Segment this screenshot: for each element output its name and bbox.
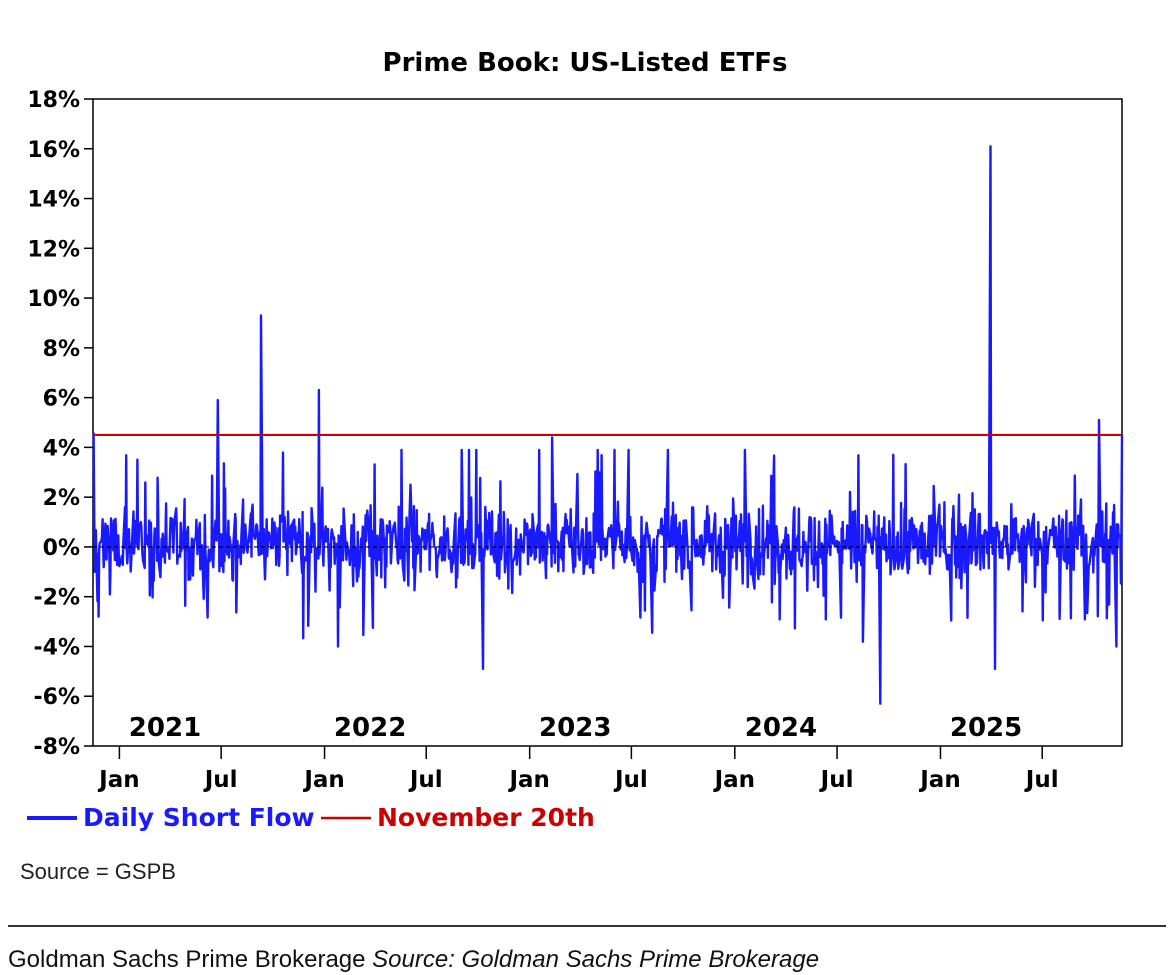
y-tick-label: -6%	[34, 685, 80, 710]
source-note: Source = GSPB	[20, 859, 176, 884]
y-tick-label: 8%	[43, 337, 80, 362]
x-tick-label: Jan	[713, 767, 755, 793]
daily-short-flow-series	[92, 145, 1124, 705]
y-tick-label: 14%	[27, 188, 80, 213]
y-tick-label: 16%	[27, 138, 80, 163]
chart-title: Prime Book: US-Listed ETFs	[383, 48, 788, 78]
caption: Goldman Sachs Prime Brokerage Source: Go…	[8, 946, 819, 974]
x-axis: Jan Jul Jan Jul Jan Jul Jan Jul Jan Jul	[97, 746, 1059, 793]
x-tick-label: Jul	[1024, 767, 1059, 793]
x-tick-label: Jan	[302, 767, 344, 793]
plot-area-frame	[92, 98, 1123, 747]
y-axis: 18% 16% 14% 12% 10% 8% 6% 4% 2% 0% -2% -…	[27, 88, 93, 760]
y-tick-label: 0%	[43, 536, 80, 561]
daily-short-flow-line	[92, 145, 1124, 705]
legend-label-daily-short-flow: Daily Short Flow	[83, 803, 315, 832]
legend: Daily Short Flow November 20th	[27, 803, 595, 832]
year-label: 2023	[539, 713, 611, 743]
legend-label-november-20th: November 20th	[377, 803, 595, 832]
y-tick-label: 6%	[43, 387, 80, 412]
separator-rule	[8, 925, 1166, 927]
y-tick-label: -8%	[34, 735, 80, 760]
x-tick-label: Jan	[507, 767, 549, 793]
x-tick-label: Jul	[408, 767, 443, 793]
chart: Prime Book: US-Listed ETFs 18% 16% 14% 1…	[20, 48, 1124, 884]
caption-prefix: Goldman Sachs Prime Brokerage	[8, 946, 366, 973]
y-tick-label: 12%	[27, 237, 80, 262]
year-label: 2025	[950, 713, 1022, 743]
year-label: 2022	[334, 713, 406, 743]
x-tick-label: Jul	[203, 767, 238, 793]
y-tick-label: 2%	[43, 486, 80, 511]
y-tick-label: 18%	[27, 88, 80, 113]
y-tick-label: 4%	[43, 436, 80, 461]
x-tick-label: Jan	[97, 767, 139, 793]
y-tick-label: -2%	[34, 586, 80, 611]
year-labels: 2021 2022 2023 2024 2025	[129, 713, 1022, 743]
caption-source: Source: Goldman Sachs Prime Brokerage	[372, 946, 820, 973]
x-tick-label: Jul	[819, 767, 854, 793]
x-tick-label: Jul	[613, 767, 648, 793]
y-tick-label: 10%	[27, 287, 80, 312]
year-label: 2024	[745, 713, 817, 743]
x-tick-label: Jan	[918, 767, 960, 793]
y-tick-label: -4%	[34, 635, 80, 660]
year-label: 2021	[129, 713, 201, 743]
